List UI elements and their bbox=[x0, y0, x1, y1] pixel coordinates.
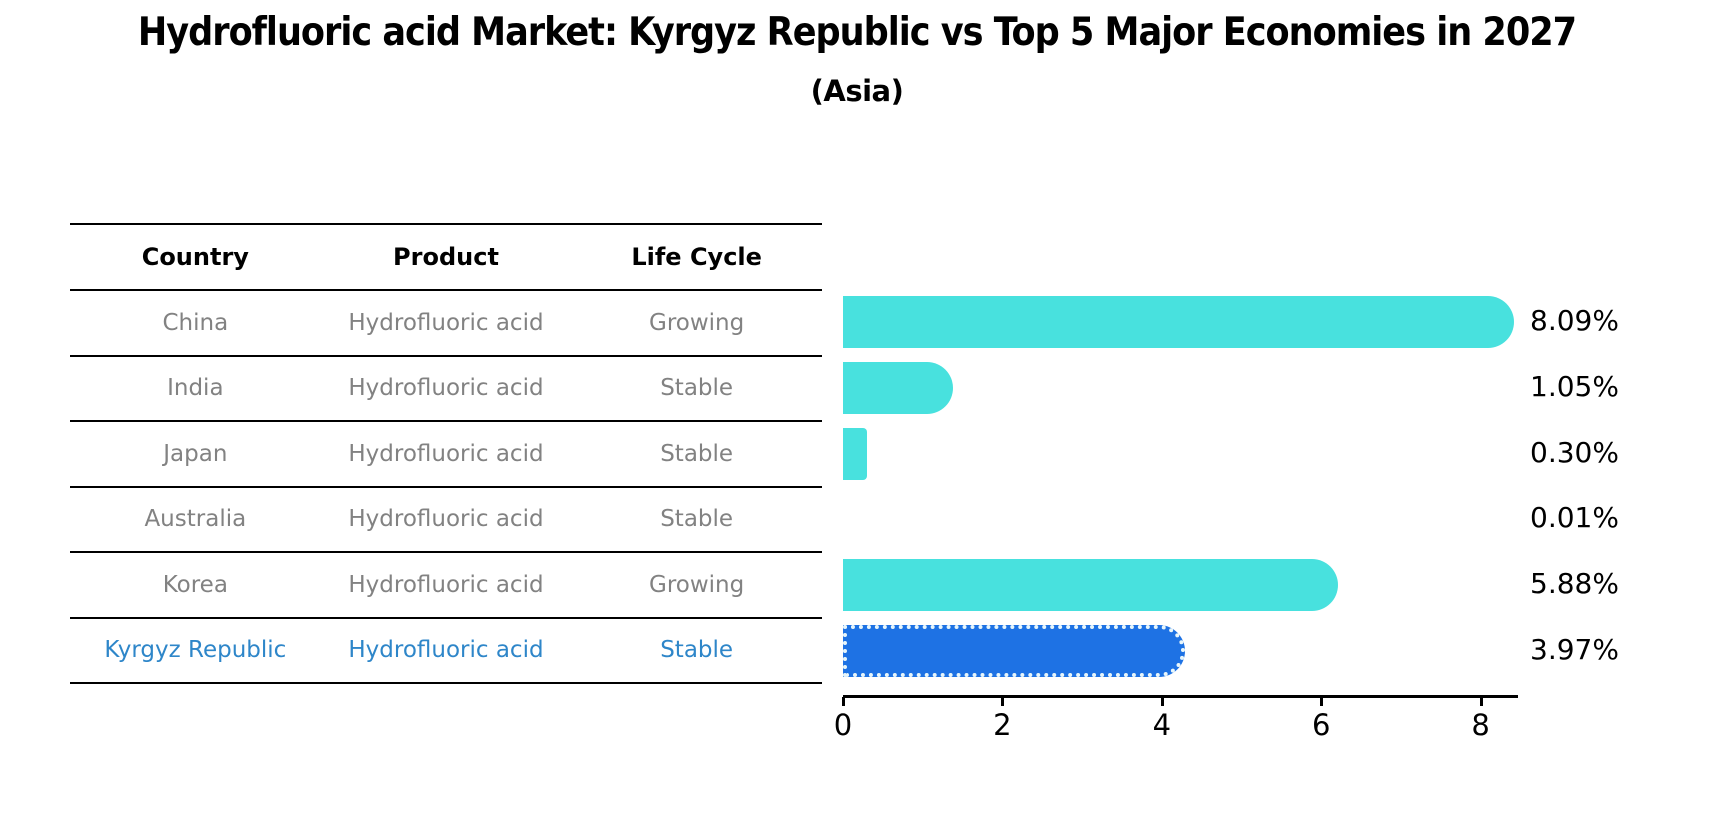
country-table: Country Product Life Cycle China Hydrofl… bbox=[70, 223, 822, 684]
x-axis-tick-label: 2 bbox=[993, 708, 1012, 742]
x-axis-tick-label: 6 bbox=[1311, 708, 1331, 742]
table-row: Korea Hydrofluoric acid Growing bbox=[70, 553, 822, 619]
bar-korea bbox=[843, 559, 1338, 611]
table-row: India Hydrofluoric acid Stable bbox=[70, 357, 822, 422]
value-label-australia: 0.01% bbox=[1530, 501, 1619, 534]
x-axis-tick-label: 4 bbox=[1152, 708, 1172, 742]
cell-product: Hydrofluoric acid bbox=[348, 440, 544, 467]
x-axis-tick-label: 8 bbox=[1471, 708, 1490, 742]
chart-subtitle: (Asia) bbox=[810, 74, 904, 108]
table-row-kyrgyz-republic: Kyrgyz Republic Hydrofluoric acid Stable bbox=[70, 619, 822, 684]
cell-country: Australia bbox=[144, 506, 247, 533]
value-label-india: 1.05% bbox=[1530, 370, 1619, 403]
table-row: Japan Hydrofluoric acid Stable bbox=[70, 422, 822, 488]
x-axis-tick bbox=[1001, 697, 1005, 706]
cell-country: Korea bbox=[162, 571, 228, 598]
column-header-life-cycle: Life Cycle bbox=[631, 243, 762, 271]
cell-life-cycle: Stable bbox=[660, 440, 734, 467]
table-header-row: Country Product Life Cycle bbox=[70, 225, 822, 291]
x-axis-tick bbox=[1160, 697, 1164, 706]
bar-india bbox=[843, 362, 953, 414]
x-axis-line bbox=[843, 695, 1518, 698]
cell-country: Kyrgyz Republic bbox=[104, 637, 287, 664]
cell-country: India bbox=[167, 375, 224, 402]
x-axis-tick bbox=[1479, 697, 1483, 706]
cell-product: Hydrofluoric acid bbox=[348, 506, 544, 533]
table-row: China Hydrofluoric acid Growing bbox=[70, 291, 822, 357]
cell-life-cycle: Growing bbox=[649, 571, 745, 598]
cell-life-cycle: Stable bbox=[660, 375, 734, 402]
cell-country: Japan bbox=[163, 440, 228, 467]
x-axis-tick bbox=[1320, 697, 1324, 706]
cell-product: Hydrofluoric acid bbox=[348, 375, 544, 402]
cell-product: Hydrofluoric acid bbox=[348, 571, 544, 598]
value-label-korea: 5.88% bbox=[1530, 567, 1619, 600]
cell-life-cycle: Growing bbox=[649, 309, 745, 336]
chart-title: Hydrofluoric acid Market: Kyrgyz Republi… bbox=[137, 10, 1577, 55]
bar-japan bbox=[843, 428, 867, 480]
cell-product: Hydrofluoric acid bbox=[348, 637, 544, 664]
bar-china bbox=[843, 296, 1514, 348]
x-axis-tick bbox=[842, 697, 845, 706]
cell-product: Hydrofluoric acid bbox=[348, 309, 544, 336]
value-label-kyrgyz-republic: 3.97% bbox=[1530, 633, 1619, 666]
cell-life-cycle: Stable bbox=[660, 637, 734, 664]
value-label-china: 8.09% bbox=[1530, 304, 1619, 337]
column-header-product: Product bbox=[393, 243, 499, 271]
cell-country: China bbox=[162, 309, 229, 336]
bar-kyrgyz-republic bbox=[843, 625, 1185, 677]
column-header-country: Country bbox=[141, 243, 249, 271]
table-row: Australia Hydrofluoric acid Stable bbox=[70, 488, 822, 553]
value-label-japan: 0.30% bbox=[1530, 436, 1619, 469]
cell-life-cycle: Stable bbox=[660, 506, 734, 533]
x-axis-tick-label: 0 bbox=[833, 708, 853, 742]
